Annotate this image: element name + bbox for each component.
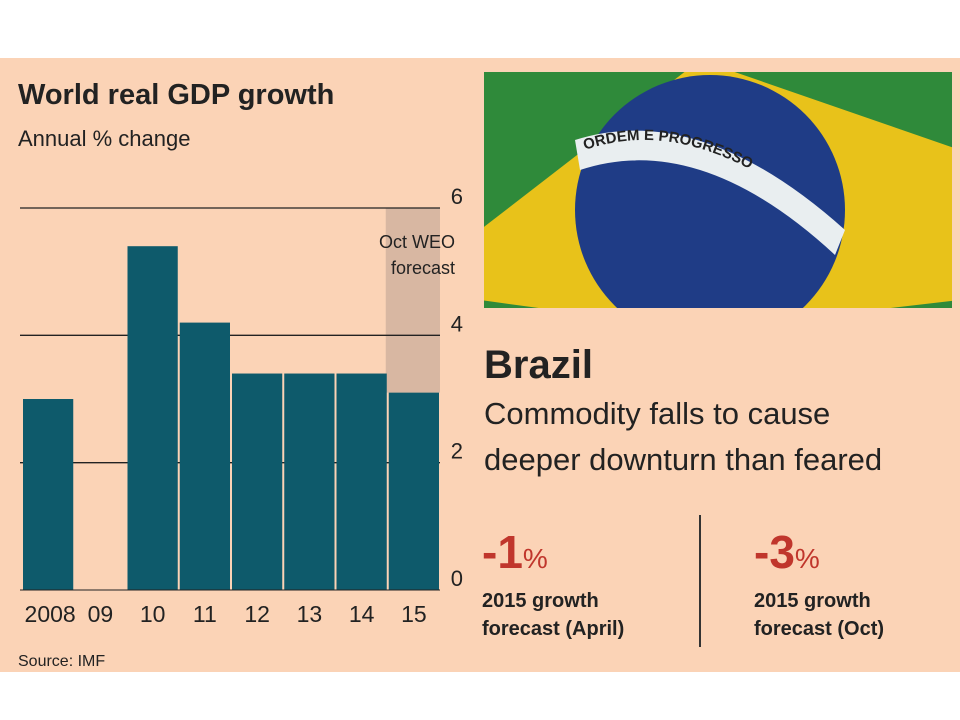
bar (284, 373, 335, 590)
y-tick-label: 6 (451, 184, 463, 209)
bar (388, 392, 439, 590)
x-tick-label: 12 (244, 601, 270, 627)
bar (179, 322, 230, 590)
x-tick-label: 10 (140, 601, 166, 627)
stat-caption: 2015 growth (754, 590, 871, 612)
bar (336, 373, 387, 590)
x-tick-label: 14 (349, 601, 375, 627)
x-tick-label: 11 (193, 601, 217, 627)
standfirst: deeper downturn than feared (484, 442, 882, 477)
flag: ORDEM E PROGRESSO (484, 72, 952, 308)
y-tick-label: 2 (451, 439, 463, 464)
stat-caption: forecast (Oct) (754, 618, 884, 640)
stat-number: -3 (754, 526, 795, 578)
headline: Brazil (484, 343, 593, 387)
y-tick-label: 0 (451, 566, 463, 591)
forecast-shade (385, 208, 440, 393)
bar (232, 373, 283, 590)
standfirst: Commodity falls to cause (484, 396, 830, 431)
stat-figure: -1% (482, 526, 548, 578)
x-tick-label: 15 (401, 601, 427, 627)
stat-caption: forecast (April) (482, 618, 624, 640)
annotation: forecast (391, 258, 455, 278)
annotation: Oct WEO (379, 232, 455, 252)
x-tick-label: 09 (88, 601, 114, 627)
bar (127, 246, 178, 590)
chart-subtitle: Annual % change (18, 126, 190, 151)
x-tick-label: 2008 (25, 601, 76, 627)
stat-figure: -3% (754, 526, 820, 578)
chart-title: World real GDP growth (18, 79, 334, 111)
bar (23, 399, 74, 590)
stat-number: -1 (482, 526, 523, 578)
y-tick-label: 4 (451, 311, 463, 336)
x-tick-label: 13 (297, 601, 323, 627)
stat-unit: % (523, 543, 548, 574)
stat-unit: % (795, 543, 820, 574)
stat-caption: 2015 growth (482, 590, 599, 612)
source: Source: IMF (18, 653, 105, 670)
